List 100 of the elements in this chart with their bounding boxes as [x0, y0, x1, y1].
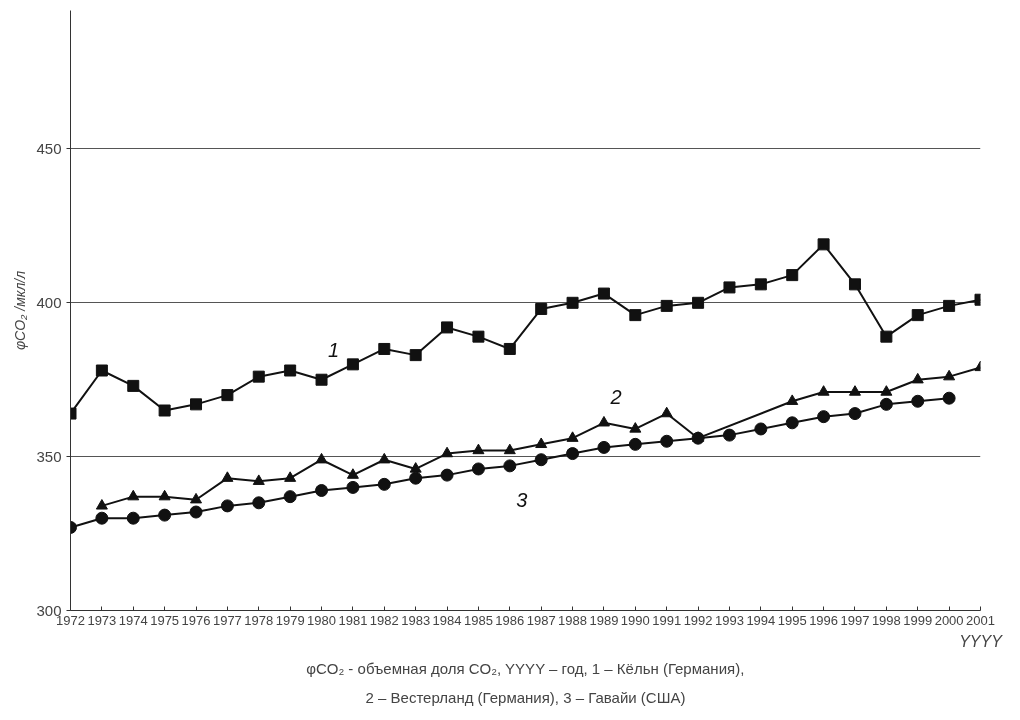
point — [158, 404, 171, 417]
x-tick-label: 1991 — [652, 612, 682, 628]
x-tick-label: 1995 — [777, 612, 807, 628]
point — [597, 440, 611, 454]
point — [629, 422, 642, 433]
point — [817, 385, 830, 396]
point — [692, 296, 705, 309]
x-tick-label: 1990 — [620, 612, 650, 628]
point — [221, 471, 234, 482]
y-tick-label: 400 — [36, 293, 62, 311]
x-tick-label: 1976 — [181, 612, 211, 628]
point — [95, 364, 108, 377]
y-tick-label: 450 — [36, 139, 62, 157]
x-tick-label: 1998 — [871, 612, 901, 628]
point — [911, 372, 924, 384]
point — [879, 397, 893, 411]
point — [848, 407, 862, 421]
point — [471, 462, 485, 476]
x-tick-label: 1992 — [683, 612, 713, 628]
x-tick-label: 1980 — [307, 612, 336, 628]
point — [315, 452, 328, 464]
point — [284, 364, 297, 377]
point — [817, 238, 830, 251]
point — [911, 394, 925, 408]
point — [189, 505, 203, 519]
point — [942, 391, 956, 405]
point — [503, 342, 516, 355]
text: φCO₂ - объемная доля CO₂, YYYY – год, 1 – Кёльн (Германия), — [306, 659, 745, 677]
point — [127, 489, 140, 501]
x-tick-label: 1983 — [401, 612, 431, 628]
point — [441, 446, 454, 458]
x-tick-label: 1993 — [715, 612, 744, 628]
point — [190, 398, 203, 411]
point — [158, 508, 172, 522]
x-tick-label: 1989 — [589, 612, 619, 628]
x-tick-label: 1979 — [275, 612, 305, 628]
x-tick-label: 1988 — [558, 612, 588, 628]
point — [95, 511, 109, 525]
point — [880, 330, 893, 343]
point — [315, 373, 328, 386]
x-tick-label: 1982 — [369, 612, 399, 628]
y-axis-title: φCO₂ /мкл/л — [12, 270, 29, 351]
series-label: 1 — [327, 338, 340, 361]
point — [346, 358, 359, 371]
x-tick-label: 2001 — [966, 612, 995, 628]
point — [848, 278, 861, 291]
point — [378, 452, 391, 464]
x-tick-label: 1981 — [338, 612, 368, 628]
point — [880, 385, 893, 396]
x-tick-label: 1978 — [244, 612, 274, 628]
point — [252, 474, 265, 485]
point — [158, 489, 171, 501]
x-tick-label: 1996 — [809, 612, 839, 628]
point — [754, 422, 768, 436]
point — [597, 287, 610, 300]
point — [503, 443, 516, 455]
x-tick-label: 1984 — [432, 612, 462, 628]
point — [315, 484, 329, 497]
point — [283, 490, 297, 504]
point — [535, 302, 548, 315]
x-axis-title: YYYY — [959, 632, 1004, 650]
point — [252, 496, 266, 510]
point — [754, 278, 767, 291]
point — [660, 406, 673, 418]
point — [566, 296, 579, 309]
point — [785, 416, 799, 430]
point — [660, 434, 674, 448]
point — [440, 468, 454, 482]
point — [377, 477, 391, 491]
point — [190, 492, 203, 504]
point — [472, 330, 485, 343]
x-tick-label: 1975 — [150, 612, 180, 628]
point — [221, 389, 234, 402]
x-tick-label: 1994 — [746, 612, 776, 628]
point — [943, 369, 956, 381]
point — [566, 447, 580, 461]
point — [817, 410, 831, 424]
point — [409, 349, 422, 362]
point — [629, 309, 642, 322]
point — [597, 415, 610, 427]
x-tick-label: 1999 — [903, 612, 933, 628]
point — [534, 453, 548, 467]
x-tick-label: 2000 — [934, 612, 964, 628]
point — [472, 443, 485, 455]
point — [566, 431, 579, 442]
point — [346, 468, 359, 479]
point — [535, 437, 548, 449]
point — [848, 385, 861, 396]
point — [786, 269, 799, 282]
point — [284, 471, 297, 482]
point — [127, 379, 140, 392]
point — [252, 370, 265, 383]
point — [786, 394, 799, 405]
point — [409, 462, 422, 473]
point — [911, 309, 924, 322]
point — [441, 321, 454, 334]
point — [660, 299, 673, 312]
x-tick-label: 1986 — [495, 612, 525, 628]
series-label: 2 — [609, 385, 622, 408]
x-tick-label: 1977 — [212, 612, 242, 628]
